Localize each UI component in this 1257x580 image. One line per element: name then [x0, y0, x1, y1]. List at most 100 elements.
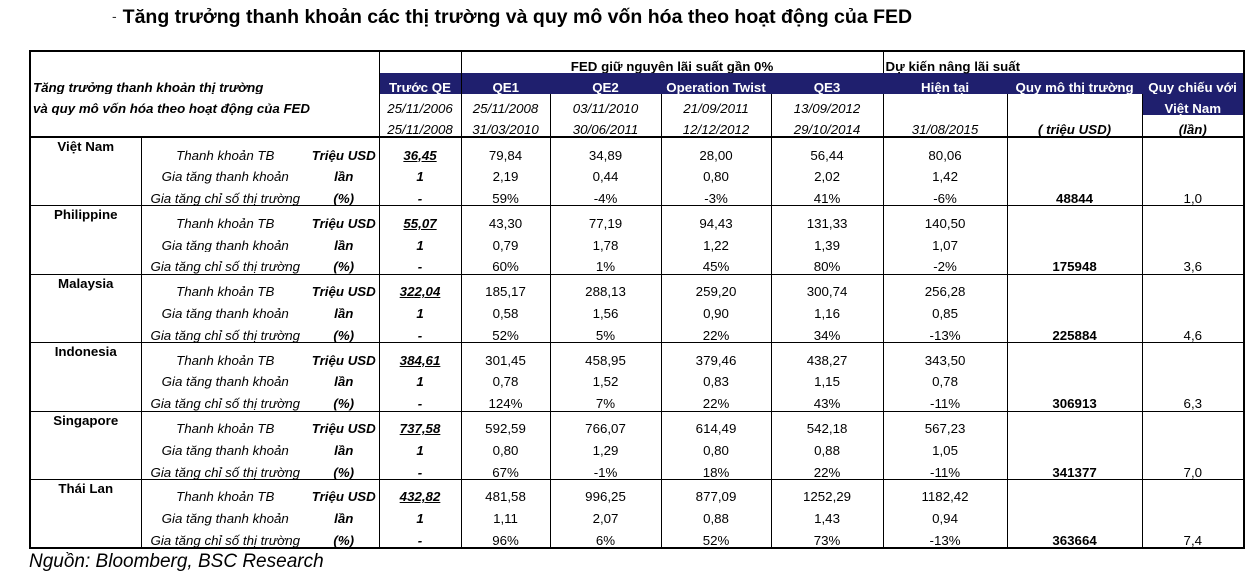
- value-cell: 301,45: [461, 342, 551, 367]
- value-cell: 996,25: [550, 479, 662, 504]
- source-note: Nguồn: Bloomberg, BSC Research: [29, 551, 324, 572]
- value-cell: 1,39: [771, 230, 884, 252]
- value-cell: 1,52: [550, 366, 662, 389]
- table-row: Indonesia Thanh khoản TB Triệu USD 384,61 30…: [29, 342, 1246, 367]
- country-name: [29, 503, 142, 526]
- table-row: Gia tăng chỉ số thị trường (%) -124% 7% 22% 4…: [29, 388, 1246, 412]
- reference-cell: [1142, 342, 1246, 367]
- value-cell: 1252,29: [771, 479, 884, 504]
- value-cell: 96%: [461, 525, 551, 550]
- metric-unit: (%): [309, 251, 380, 275]
- group-fed-header: FED giữ nguyên lãi suất gần 0%: [461, 50, 884, 73]
- value-cell: -3%: [661, 183, 772, 207]
- value-cell: 1: [379, 366, 462, 389]
- market-size-cell: 175948: [1007, 251, 1143, 275]
- metric-name: Thanh khoản TB: [176, 147, 275, 162]
- value-cell: 0,44: [550, 161, 662, 184]
- period-label: QE1: [461, 73, 551, 94]
- country-name: [29, 298, 142, 321]
- value-cell: 52%: [461, 320, 551, 344]
- value-cell: 1,11: [461, 503, 551, 526]
- market-size-cell: [1007, 205, 1143, 231]
- market-size-cell: [1007, 342, 1143, 367]
- value-cell: -: [379, 320, 462, 344]
- value-cell: 1,42: [883, 161, 1008, 184]
- table-description-line1: Tăng trưởng thanh khoản thị trường: [28, 73, 380, 94]
- value-cell: 379,46: [661, 342, 772, 367]
- value-cell: 542,18: [771, 411, 884, 436]
- value-cell: 0,78: [883, 366, 1008, 389]
- value-cell: 256,28: [883, 274, 1008, 299]
- value-cell: 0,80: [661, 161, 772, 184]
- value-cell: -11%: [883, 388, 1008, 412]
- value-cell: 1,78: [550, 230, 662, 252]
- table-row: Gia tăng chỉ số thị trường (%) -60% 1% 45% 80…: [29, 251, 1246, 275]
- title-bullet-icon: -: [112, 8, 117, 24]
- table-row: Gia tăng thanh khoản lần 1 0,79 1,78 1,22 1,39…: [29, 230, 1246, 252]
- value-cell: -: [379, 251, 462, 275]
- period-from: 25/11/2006: [379, 94, 462, 115]
- period-from: 21/09/2011: [661, 94, 772, 115]
- metric-unit: (%): [309, 457, 380, 480]
- metric-name: Gia tăng thanh khoản: [161, 374, 289, 389]
- period-from: 03/11/2010: [550, 94, 662, 115]
- market-size-cell: 363664: [1007, 525, 1143, 550]
- period-label: QE2: [550, 73, 662, 94]
- table-row: Gia tăng thanh khoản lần 1 1,11 2,07 0,88 1,43…: [29, 503, 1246, 526]
- value-cell: 22%: [771, 457, 884, 480]
- metric-unit: (%): [309, 183, 380, 207]
- value-cell: 28,00: [661, 137, 772, 162]
- value-cell: 0,94: [883, 503, 1008, 526]
- period-from: [883, 94, 1008, 115]
- value-cell: 1,43: [771, 503, 884, 526]
- header-blank-3: [1007, 50, 1143, 73]
- value-cell: 73%: [771, 525, 884, 550]
- reference-cell: [1142, 503, 1246, 526]
- reference-cell: 6,3: [1142, 388, 1246, 412]
- title-text: Tăng trưởng thanh khoản các thị trường v…: [122, 6, 913, 28]
- reference-cell: [1142, 205, 1246, 231]
- table-description-line2: và quy mô vốn hóa theo hoạt động của FED: [28, 94, 380, 115]
- metric-unit: lần: [309, 161, 380, 184]
- page-title: - Tăng trưởng thanh khoản các thị trường …: [112, 6, 912, 29]
- country-name: [29, 457, 142, 480]
- metric-unit: lần: [309, 298, 380, 321]
- value-cell: 18%: [661, 457, 772, 480]
- value-cell: 737,58: [379, 411, 462, 436]
- table-row: Gia tăng chỉ số thị trường (%) -52% 5% 22% 34…: [29, 320, 1246, 344]
- value-cell: -: [379, 388, 462, 412]
- table-row: Gia tăng chỉ số thị trường (%) -67% -1% 18% 2…: [29, 457, 1246, 480]
- value-cell: 1: [379, 230, 462, 252]
- value-cell: 288,13: [550, 274, 662, 299]
- table-row: Gia tăng chỉ số thị trường (%) -96% 6% 52% 73…: [29, 525, 1246, 550]
- metric-name: Thanh khoản TB: [176, 421, 275, 436]
- value-cell: 5%: [550, 320, 662, 344]
- value-cell: -: [379, 457, 462, 480]
- value-cell: -4%: [550, 183, 662, 207]
- table-row: Thái Lan Thanh khoản TB Triệu USD 432,82 481…: [29, 479, 1246, 504]
- country-name: [29, 525, 142, 550]
- value-cell: 0,88: [771, 435, 884, 458]
- value-cell: 6%: [550, 525, 662, 550]
- value-cell: 60%: [461, 251, 551, 275]
- metric-unit: Triệu USD: [309, 274, 380, 299]
- metric-name: Gia tăng thanh khoản: [161, 237, 289, 252]
- country-name: [29, 388, 142, 412]
- metric-name: Gia tăng chỉ số thị trường: [141, 251, 309, 275]
- market-size-cell: [1007, 274, 1143, 299]
- header-blank-2: [379, 50, 462, 73]
- country-name: [29, 251, 142, 275]
- value-cell: 1,15: [771, 366, 884, 389]
- period-label: QE3: [771, 73, 884, 94]
- metric-name: Thanh khoản TB: [176, 215, 275, 231]
- country-name: Thái Lan: [29, 479, 142, 504]
- value-cell: 300,74: [771, 274, 884, 299]
- table-row: Malaysia Thanh khoản TB Triệu USD 322,04 185…: [29, 274, 1246, 299]
- country-name: Singapore: [29, 411, 142, 436]
- value-cell: 80%: [771, 251, 884, 275]
- metric-name: Gia tăng chỉ số thị trường: [141, 320, 309, 344]
- value-cell: 877,09: [661, 479, 772, 504]
- value-cell: -2%: [883, 251, 1008, 275]
- country-name: Indonesia: [29, 342, 142, 367]
- value-cell: 80,06: [883, 137, 1008, 162]
